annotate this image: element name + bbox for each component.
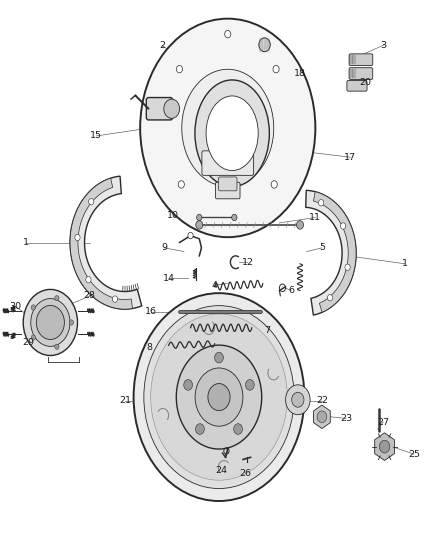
Circle shape [31,298,70,346]
Text: 3: 3 [380,41,386,50]
Circle shape [55,295,59,301]
FancyBboxPatch shape [202,151,254,175]
Text: 17: 17 [344,153,357,161]
Circle shape [197,214,202,221]
Circle shape [134,293,304,501]
Text: 25: 25 [408,450,420,458]
Text: 1: 1 [23,238,29,247]
Text: 12: 12 [241,258,254,266]
Circle shape [31,305,35,310]
Circle shape [196,221,203,229]
Circle shape [23,289,78,356]
Circle shape [195,424,204,434]
Text: 1: 1 [402,260,408,268]
FancyBboxPatch shape [349,68,373,79]
Text: 10: 10 [167,212,179,220]
FancyBboxPatch shape [347,80,367,91]
Circle shape [88,198,94,205]
Text: 20: 20 [360,78,372,87]
Text: 27: 27 [377,418,389,426]
Circle shape [245,379,254,390]
Circle shape [318,199,324,206]
Polygon shape [314,405,330,429]
Text: 14: 14 [162,274,175,282]
Text: 7: 7 [264,326,270,335]
Ellipse shape [182,69,274,187]
Text: 15: 15 [90,132,102,140]
Ellipse shape [206,96,258,171]
Circle shape [259,38,270,52]
Text: 5: 5 [319,244,325,252]
Polygon shape [306,190,356,315]
Text: 9: 9 [161,244,167,252]
Circle shape [273,66,279,73]
Circle shape [271,181,277,188]
Text: 11: 11 [309,213,321,222]
Polygon shape [374,433,395,461]
Circle shape [328,295,333,301]
Circle shape [297,221,304,229]
Circle shape [184,379,193,390]
Circle shape [55,344,59,350]
Circle shape [340,223,346,229]
Circle shape [75,235,80,241]
Circle shape [178,181,184,188]
Circle shape [36,305,64,340]
Text: 8: 8 [146,343,152,352]
FancyBboxPatch shape [146,98,173,120]
Circle shape [195,368,243,426]
Circle shape [188,232,193,239]
Circle shape [164,99,180,118]
Ellipse shape [140,19,315,237]
Circle shape [177,66,183,73]
Text: 26: 26 [239,469,251,478]
Text: 6: 6 [288,286,294,295]
Circle shape [86,277,91,283]
Polygon shape [314,192,356,312]
Text: 16: 16 [145,308,157,316]
Circle shape [225,30,231,38]
Circle shape [292,392,304,407]
Text: 30: 30 [9,302,21,311]
Circle shape [317,411,327,423]
Text: 4: 4 [212,281,218,289]
Circle shape [345,264,350,270]
Circle shape [112,296,117,302]
Text: 21: 21 [119,397,131,405]
Circle shape [144,305,294,489]
Circle shape [232,214,237,221]
Circle shape [176,345,261,449]
Circle shape [234,424,243,434]
Circle shape [379,440,390,453]
Circle shape [286,385,310,415]
Text: 18: 18 [294,69,306,78]
Polygon shape [70,176,142,309]
Polygon shape [70,178,132,309]
FancyBboxPatch shape [349,54,373,66]
Circle shape [151,314,287,480]
FancyBboxPatch shape [219,177,237,191]
Circle shape [69,320,74,325]
Text: 28: 28 [84,292,96,300]
Text: 22: 22 [316,397,328,405]
Ellipse shape [195,80,269,187]
FancyBboxPatch shape [215,182,240,199]
Text: 23: 23 [340,414,352,423]
Text: 2: 2 [159,41,165,50]
Text: 29: 29 [22,338,35,346]
Circle shape [208,384,230,410]
Circle shape [31,335,35,340]
Circle shape [215,352,223,363]
Text: 24: 24 [215,466,227,474]
